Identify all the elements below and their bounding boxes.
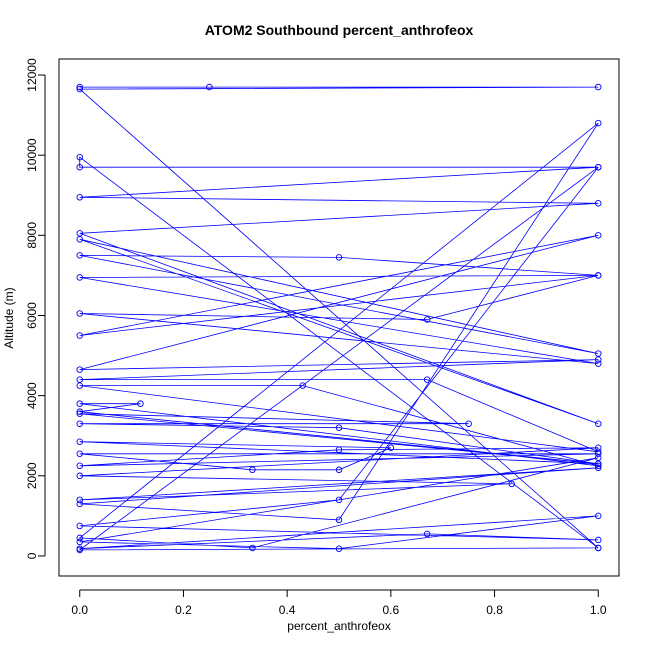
data-point xyxy=(76,274,83,281)
data-point xyxy=(76,310,83,317)
data-point xyxy=(249,466,256,474)
y-tick-label: 8000 xyxy=(25,222,39,249)
data-point xyxy=(76,366,83,373)
y-tick-label: 2000 xyxy=(25,462,39,489)
data-point xyxy=(595,464,602,472)
data-point xyxy=(595,536,602,544)
y-axis: 0 2000 4000 6000 8000 10000 12000 xyxy=(25,58,46,559)
y-axis-label: Altitude (m) xyxy=(2,287,16,348)
series-line xyxy=(78,86,599,551)
data-point xyxy=(76,472,83,480)
data-point xyxy=(595,360,602,367)
data-point xyxy=(76,410,83,417)
data-point xyxy=(76,400,83,407)
chart-title: ATOM2 Southbound percent_anthrofeox xyxy=(205,22,474,38)
data-point xyxy=(335,516,343,524)
data-point xyxy=(76,252,83,259)
data-point xyxy=(335,254,343,261)
data-point xyxy=(387,444,395,452)
x-tick-label: 0.0 xyxy=(71,603,88,617)
y-tick-label: 4000 xyxy=(25,382,39,409)
data-point xyxy=(595,462,602,470)
data-point xyxy=(76,153,83,161)
y-tick-label: 0 xyxy=(25,552,39,559)
x-tick-label: 0.2 xyxy=(175,603,192,617)
x-tick-label: 0.4 xyxy=(279,603,296,617)
data-point xyxy=(595,200,602,207)
data-point xyxy=(595,119,602,127)
data-point xyxy=(76,522,83,530)
data-point xyxy=(76,546,83,554)
data-point xyxy=(335,496,343,504)
data-point xyxy=(595,454,602,462)
data-point xyxy=(595,420,602,427)
data-point xyxy=(76,500,83,508)
y-tick-label: 12000 xyxy=(25,58,39,92)
data-point xyxy=(206,83,213,91)
data-point xyxy=(423,316,431,323)
data-point xyxy=(508,480,515,488)
plot-frame xyxy=(58,58,620,577)
data-point xyxy=(76,194,83,201)
x-axis-label: percent_anthrofeox xyxy=(287,619,390,633)
data-point xyxy=(595,444,602,452)
data-point xyxy=(299,382,306,389)
data-point xyxy=(76,438,83,445)
data-point xyxy=(76,382,83,389)
data-point xyxy=(595,512,602,520)
x-tick-label: 0.8 xyxy=(486,603,503,617)
data-point xyxy=(76,85,83,93)
data-point xyxy=(76,462,83,470)
data-point xyxy=(76,83,83,91)
y-tick-label: 10000 xyxy=(25,138,39,172)
data-point xyxy=(76,332,83,339)
data-point xyxy=(76,163,83,171)
data-point xyxy=(76,236,83,243)
data-point xyxy=(595,544,602,552)
y-tick-label: 6000 xyxy=(25,302,39,329)
data-point xyxy=(595,232,602,239)
data-point xyxy=(335,466,343,474)
data-point xyxy=(423,376,431,383)
data-point xyxy=(249,544,256,552)
data-point xyxy=(335,545,343,552)
data-point xyxy=(335,424,343,431)
data-point xyxy=(335,446,343,454)
data-point xyxy=(595,83,602,91)
data-point xyxy=(423,530,431,538)
data-point xyxy=(76,408,83,415)
data-point xyxy=(76,496,83,504)
data-point xyxy=(595,163,602,171)
x-tick-label: 0.6 xyxy=(383,603,400,617)
data-point xyxy=(76,450,83,458)
data-point xyxy=(465,420,472,427)
data-point xyxy=(76,420,83,427)
data-point xyxy=(595,356,602,363)
data-point xyxy=(595,272,602,279)
x-axis: 0.0 0.2 0.4 0.6 0.8 1.0 xyxy=(71,589,607,617)
data-point xyxy=(76,534,83,542)
x-tick-label: 1.0 xyxy=(590,603,607,617)
data-point xyxy=(76,538,83,546)
data-point xyxy=(137,400,144,407)
series-layer xyxy=(76,83,602,554)
